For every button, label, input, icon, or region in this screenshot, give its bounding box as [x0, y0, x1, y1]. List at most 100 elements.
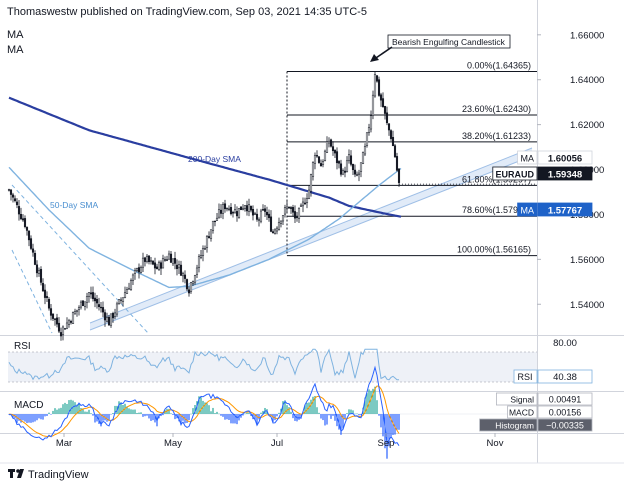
- candle-body[interactable]: [61, 326, 65, 336]
- candle-body[interactable]: [181, 273, 185, 277]
- candle-body[interactable]: [139, 267, 143, 273]
- candle-body[interactable]: [169, 253, 173, 263]
- candle-body[interactable]: [265, 211, 269, 216]
- candle-body[interactable]: [359, 162, 363, 172]
- candle-body[interactable]: [33, 253, 37, 265]
- candle-body[interactable]: [397, 168, 401, 183]
- candle-body[interactable]: [367, 127, 371, 133]
- candle-body[interactable]: [225, 207, 229, 210]
- candle-body[interactable]: [269, 216, 273, 232]
- candle-body[interactable]: [195, 267, 199, 275]
- candle-body[interactable]: [215, 217, 219, 221]
- candle-body[interactable]: [255, 213, 259, 220]
- candle-body[interactable]: [51, 313, 55, 319]
- candle-body[interactable]: [37, 270, 41, 274]
- candle-body[interactable]: [325, 141, 329, 153]
- candle-body[interactable]: [17, 206, 21, 215]
- candle-body[interactable]: [203, 248, 207, 250]
- candle-body[interactable]: [291, 207, 295, 213]
- candle-body[interactable]: [35, 264, 39, 274]
- candle-body[interactable]: [125, 289, 129, 294]
- candle-body[interactable]: [285, 206, 289, 210]
- candle-body[interactable]: [375, 75, 379, 82]
- candle-body[interactable]: [79, 301, 83, 308]
- candle-body[interactable]: [135, 268, 139, 271]
- candle-body[interactable]: [207, 236, 211, 239]
- candle-body[interactable]: [101, 307, 105, 313]
- candle-body[interactable]: [347, 154, 351, 162]
- candle-body[interactable]: [117, 299, 121, 304]
- candle-body[interactable]: [159, 262, 163, 269]
- candle-body[interactable]: [55, 317, 59, 325]
- candle-body[interactable]: [317, 156, 321, 163]
- candle-body[interactable]: [129, 280, 133, 290]
- candle-body[interactable]: [39, 269, 43, 283]
- candle-body[interactable]: [27, 230, 31, 241]
- rsi-title[interactable]: RSI: [14, 341, 31, 352]
- candle-body[interactable]: [99, 306, 103, 309]
- candle-body[interactable]: [329, 139, 333, 147]
- candle-body[interactable]: [231, 212, 235, 214]
- candle-body[interactable]: [29, 238, 33, 249]
- candle-body[interactable]: [379, 94, 383, 101]
- indicator-label-ma-2[interactable]: MA: [7, 44, 24, 56]
- candle-body[interactable]: [327, 140, 331, 144]
- indicator-label-ma-1[interactable]: MA: [7, 29, 24, 41]
- candle-body[interactable]: [315, 155, 319, 157]
- candle-body[interactable]: [43, 289, 47, 298]
- candle-body[interactable]: [47, 299, 51, 309]
- candle-body[interactable]: [89, 292, 93, 295]
- candle-body[interactable]: [123, 292, 127, 298]
- candle-body[interactable]: [73, 311, 77, 315]
- candle-body[interactable]: [163, 259, 167, 261]
- candle-body[interactable]: [273, 229, 277, 234]
- candle-body[interactable]: [179, 264, 183, 276]
- candle-body[interactable]: [259, 210, 263, 222]
- candle-body[interactable]: [343, 170, 347, 173]
- sma-50-line[interactable]: [8, 166, 402, 289]
- candle-body[interactable]: [93, 297, 97, 302]
- candle-body[interactable]: [279, 220, 283, 224]
- candle-body[interactable]: [373, 74, 377, 97]
- candle-body[interactable]: [111, 313, 115, 319]
- candle-body[interactable]: [287, 206, 291, 209]
- candle-body[interactable]: [263, 208, 267, 212]
- candle-body[interactable]: [249, 206, 253, 211]
- candle-body[interactable]: [25, 227, 29, 231]
- candle-body[interactable]: [9, 189, 13, 195]
- macd-line[interactable]: [8, 365, 400, 446]
- candle-body[interactable]: [361, 152, 365, 165]
- candle-body[interactable]: [109, 313, 113, 326]
- candle-body[interactable]: [331, 146, 335, 151]
- candle-body[interactable]: [337, 161, 341, 164]
- candle-body[interactable]: [201, 248, 205, 256]
- candle-body[interactable]: [175, 264, 179, 269]
- candle-body[interactable]: [165, 259, 169, 261]
- candle-body[interactable]: [41, 283, 45, 292]
- candle-body[interactable]: [21, 218, 25, 221]
- candle-body[interactable]: [133, 270, 137, 274]
- candle-body[interactable]: [293, 211, 297, 219]
- candle-body[interactable]: [261, 209, 265, 211]
- candle-body[interactable]: [83, 301, 87, 307]
- candle-body[interactable]: [281, 215, 285, 222]
- candle-body[interactable]: [239, 206, 243, 211]
- candle-body[interactable]: [171, 258, 175, 265]
- candle-body[interactable]: [191, 281, 195, 285]
- candle-body[interactable]: [69, 321, 73, 323]
- candle-body[interactable]: [189, 282, 193, 292]
- candle-body[interactable]: [85, 296, 89, 303]
- candle-body[interactable]: [151, 260, 155, 265]
- candle-body[interactable]: [157, 261, 161, 270]
- candle-body[interactable]: [15, 201, 19, 206]
- candle-body[interactable]: [253, 213, 257, 215]
- candle-body[interactable]: [341, 170, 345, 175]
- candle-body[interactable]: [385, 112, 389, 124]
- candle-body[interactable]: [339, 163, 343, 175]
- candle-body[interactable]: [289, 207, 293, 209]
- candle-body[interactable]: [307, 189, 311, 199]
- candle-body[interactable]: [389, 130, 393, 139]
- candle-body[interactable]: [13, 198, 17, 202]
- candle-body[interactable]: [245, 205, 249, 212]
- candle-body[interactable]: [309, 174, 313, 192]
